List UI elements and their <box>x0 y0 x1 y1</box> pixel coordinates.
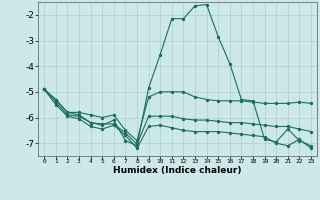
X-axis label: Humidex (Indice chaleur): Humidex (Indice chaleur) <box>113 166 242 175</box>
